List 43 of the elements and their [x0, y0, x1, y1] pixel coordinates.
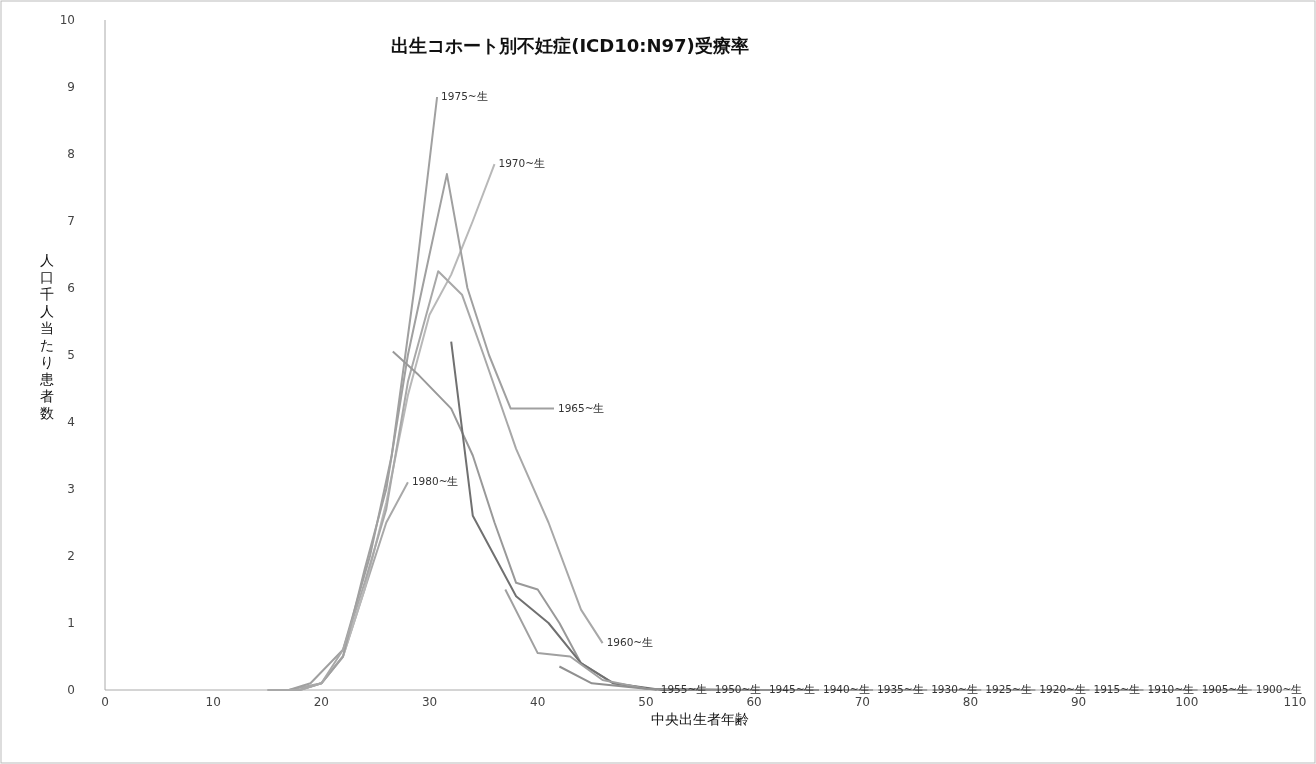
series-label: 1950~生 — [714, 683, 762, 695]
y-tick-label: 4 — [67, 415, 75, 429]
series-label: 1955~生 — [660, 683, 708, 695]
x-tick-label: 90 — [1071, 695, 1087, 709]
y-tick-label: 10 — [59, 13, 75, 27]
y-tick-label: 1 — [67, 616, 75, 630]
series-label: 1960~生 — [606, 636, 654, 649]
series-label: 1920~生 — [1039, 683, 1086, 695]
text: 人口千人当たり患者数 — [40, 252, 54, 421]
series-label: 1910~生 — [1147, 683, 1195, 695]
y-tick-label: 7 — [67, 214, 75, 228]
series-label: 1935~生 — [877, 683, 924, 695]
series-label: 1930~生 — [931, 683, 978, 695]
y-tick-label: 2 — [67, 549, 75, 563]
series-label: 1980~生 — [411, 475, 459, 488]
x-tick-label: 100 — [1175, 695, 1199, 709]
x-axis-title: 中央出生者年齢 — [651, 711, 749, 727]
series-label: 1925~生 — [985, 683, 1032, 695]
series-label: 1965~生 — [557, 401, 605, 414]
y-tick-label: 3 — [67, 482, 75, 496]
series-label: 1900~生 — [1255, 683, 1303, 695]
x-tick-label: 80 — [962, 695, 979, 709]
text: 出生コホート別不妊症(ICD10:N97)受療率 — [391, 35, 749, 56]
y-tick-label: 6 — [67, 281, 75, 295]
series-label: 1945~生 — [768, 683, 816, 695]
y-tick-label: 5 — [67, 348, 75, 362]
y-tick-label: 0 — [67, 683, 75, 697]
x-tick-label: 30 — [421, 695, 438, 709]
y-tick-label: 8 — [67, 147, 75, 161]
x-tick-label: 50 — [638, 695, 654, 709]
x-tick-label: 110 — [1283, 695, 1307, 709]
x-tick-label: 60 — [746, 695, 762, 709]
x-tick-label: 40 — [530, 695, 546, 709]
y-tick-label: 9 — [67, 80, 75, 94]
x-tick-label: 20 — [313, 695, 329, 709]
x-tick-label: 10 — [205, 695, 221, 709]
series-label: 1975~生 — [441, 90, 488, 103]
x-tick-label: 0 — [101, 695, 109, 709]
x-tick-label: 70 — [854, 695, 870, 709]
series-label: 1905~生 — [1201, 683, 1249, 695]
series-label: 1915~生 — [1093, 683, 1140, 695]
series-label: 1940~生 — [823, 683, 870, 695]
series-label: 1970~生 — [498, 157, 545, 170]
